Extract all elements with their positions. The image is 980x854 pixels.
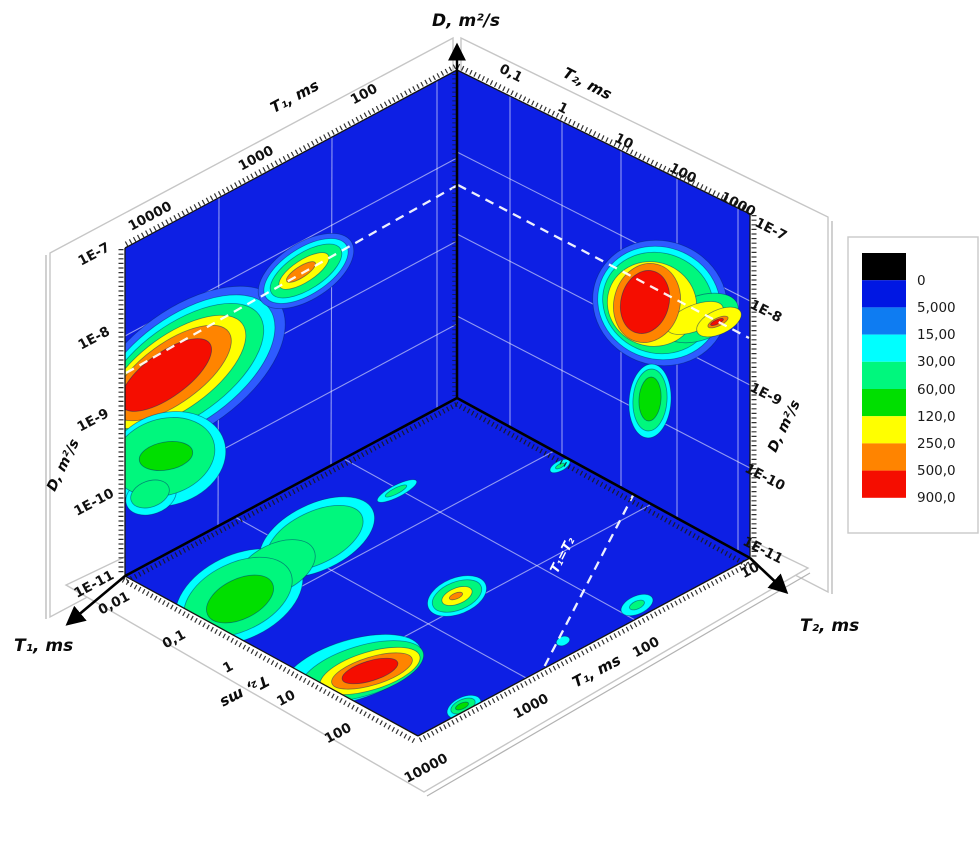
t1-axis-arrow [65, 575, 126, 626]
axis-arrows [65, 42, 789, 626]
t2-arrow-label: T₂, ms [800, 616, 859, 636]
legend-swatch [862, 307, 906, 335]
legend-swatch [862, 470, 906, 498]
t2-floor-tick: 10 [274, 687, 298, 710]
legend-label: 500,0 [917, 463, 956, 479]
t1-arrow-label: T₁, ms [14, 636, 73, 656]
legend-label: 30,00 [917, 354, 956, 370]
legend-swatch [862, 443, 906, 471]
t2-wall-tick: 10 [612, 130, 636, 153]
legend-swatch [862, 416, 906, 444]
left-wall-map [125, 232, 355, 516]
legend-swatch [862, 361, 906, 389]
floor-face [125, 398, 750, 736]
d-axis-title: D, m²/s [432, 11, 500, 31]
right-wall-dashed-line [457, 183, 750, 340]
legend-label: 900,0 [917, 490, 956, 506]
legend-label: 5,000 [917, 300, 956, 316]
t1-floor-tick: 10 [738, 559, 762, 582]
t2-axis-arrow [749, 557, 789, 595]
legend-label: 120,0 [917, 409, 956, 425]
cube-frame [124, 69, 751, 737]
legend-swatch [862, 280, 906, 308]
legend-label: 60,00 [917, 382, 956, 398]
legend-label: 0 [917, 273, 926, 289]
legend-swatch [862, 389, 906, 417]
tick-marks [118, 63, 757, 745]
legend: 0 5,000 15,00 30,00 60,00 120,0 250,0 50… [847, 236, 979, 534]
legend-label: 250,0 [917, 436, 956, 452]
t1-wall-axis-label: T₁, ms [267, 76, 322, 116]
legend-swatch [862, 253, 906, 281]
legend-label: 15,00 [917, 327, 956, 343]
left-wall-dashed-line [125, 184, 457, 375]
legend-swatch [862, 334, 906, 362]
